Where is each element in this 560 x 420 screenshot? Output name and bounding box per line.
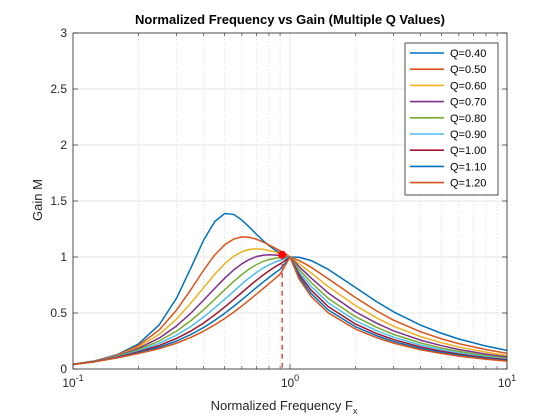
x-tick-label-base: 10 bbox=[281, 376, 295, 390]
legend-label: Q=0.80 bbox=[450, 113, 486, 125]
y-tick-label: 3 bbox=[60, 26, 67, 40]
x-tick-label-base: 10 bbox=[62, 376, 76, 390]
legend-label: Q=1.00 bbox=[450, 145, 486, 157]
legend-label: Q=0.90 bbox=[450, 129, 486, 141]
series-line-5 bbox=[72, 256, 508, 366]
legend-label: Q=0.60 bbox=[450, 80, 486, 92]
x-axis-label-main: Normalized Frequency F bbox=[211, 398, 353, 413]
series-line-8 bbox=[72, 256, 508, 366]
x-tick-label: 101 bbox=[498, 373, 516, 390]
y-tick-label: 2 bbox=[60, 138, 67, 152]
series-line-4 bbox=[72, 254, 508, 366]
resonance-annotation bbox=[278, 250, 287, 369]
series-lines bbox=[72, 212, 508, 366]
legend-label: Q=1.20 bbox=[450, 178, 486, 190]
x-tick-label: 10-1 bbox=[62, 373, 83, 390]
series-line-9 bbox=[72, 256, 508, 366]
legend-label: Q=0.40 bbox=[450, 48, 486, 60]
legend-label: Q=1.10 bbox=[450, 161, 486, 173]
x-tick-label-exponent: 1 bbox=[511, 373, 516, 383]
y-tick-label: 1 bbox=[60, 250, 67, 264]
x-tick-label-base: 10 bbox=[498, 376, 512, 390]
resonance-marker bbox=[278, 250, 287, 259]
y-tick-label: 1.5 bbox=[50, 194, 67, 208]
x-axis-label: Normalized Frequency Fx bbox=[211, 398, 358, 416]
y-tick-label: 0.5 bbox=[50, 306, 67, 320]
legend-label: Q=0.50 bbox=[450, 64, 486, 76]
series-line-3 bbox=[72, 248, 508, 366]
series-line-7 bbox=[72, 256, 508, 366]
x-axis-label-subscript: x bbox=[353, 406, 358, 416]
series-line-2 bbox=[72, 236, 508, 366]
x-tick-label-exponent: -1 bbox=[76, 373, 84, 383]
chart-title: Normalized Frequency vs Gain (Multiple Q… bbox=[135, 12, 445, 27]
y-axis-label: Gain M bbox=[30, 179, 45, 221]
x-tick-label-exponent: 0 bbox=[294, 373, 299, 383]
series-line-6 bbox=[72, 256, 508, 366]
legend-label: Q=0.70 bbox=[450, 97, 486, 109]
y-tick-label: 0 bbox=[60, 362, 67, 376]
y-tick-label: 2.5 bbox=[50, 82, 67, 96]
legend: Q=0.40 Q=0.50 Q=0.60 Q=0.70 Q=0.80 Q=0.90 Q=1.… bbox=[404, 42, 499, 196]
legend-box bbox=[404, 42, 499, 196]
x-tick-label: 100 bbox=[281, 373, 299, 390]
